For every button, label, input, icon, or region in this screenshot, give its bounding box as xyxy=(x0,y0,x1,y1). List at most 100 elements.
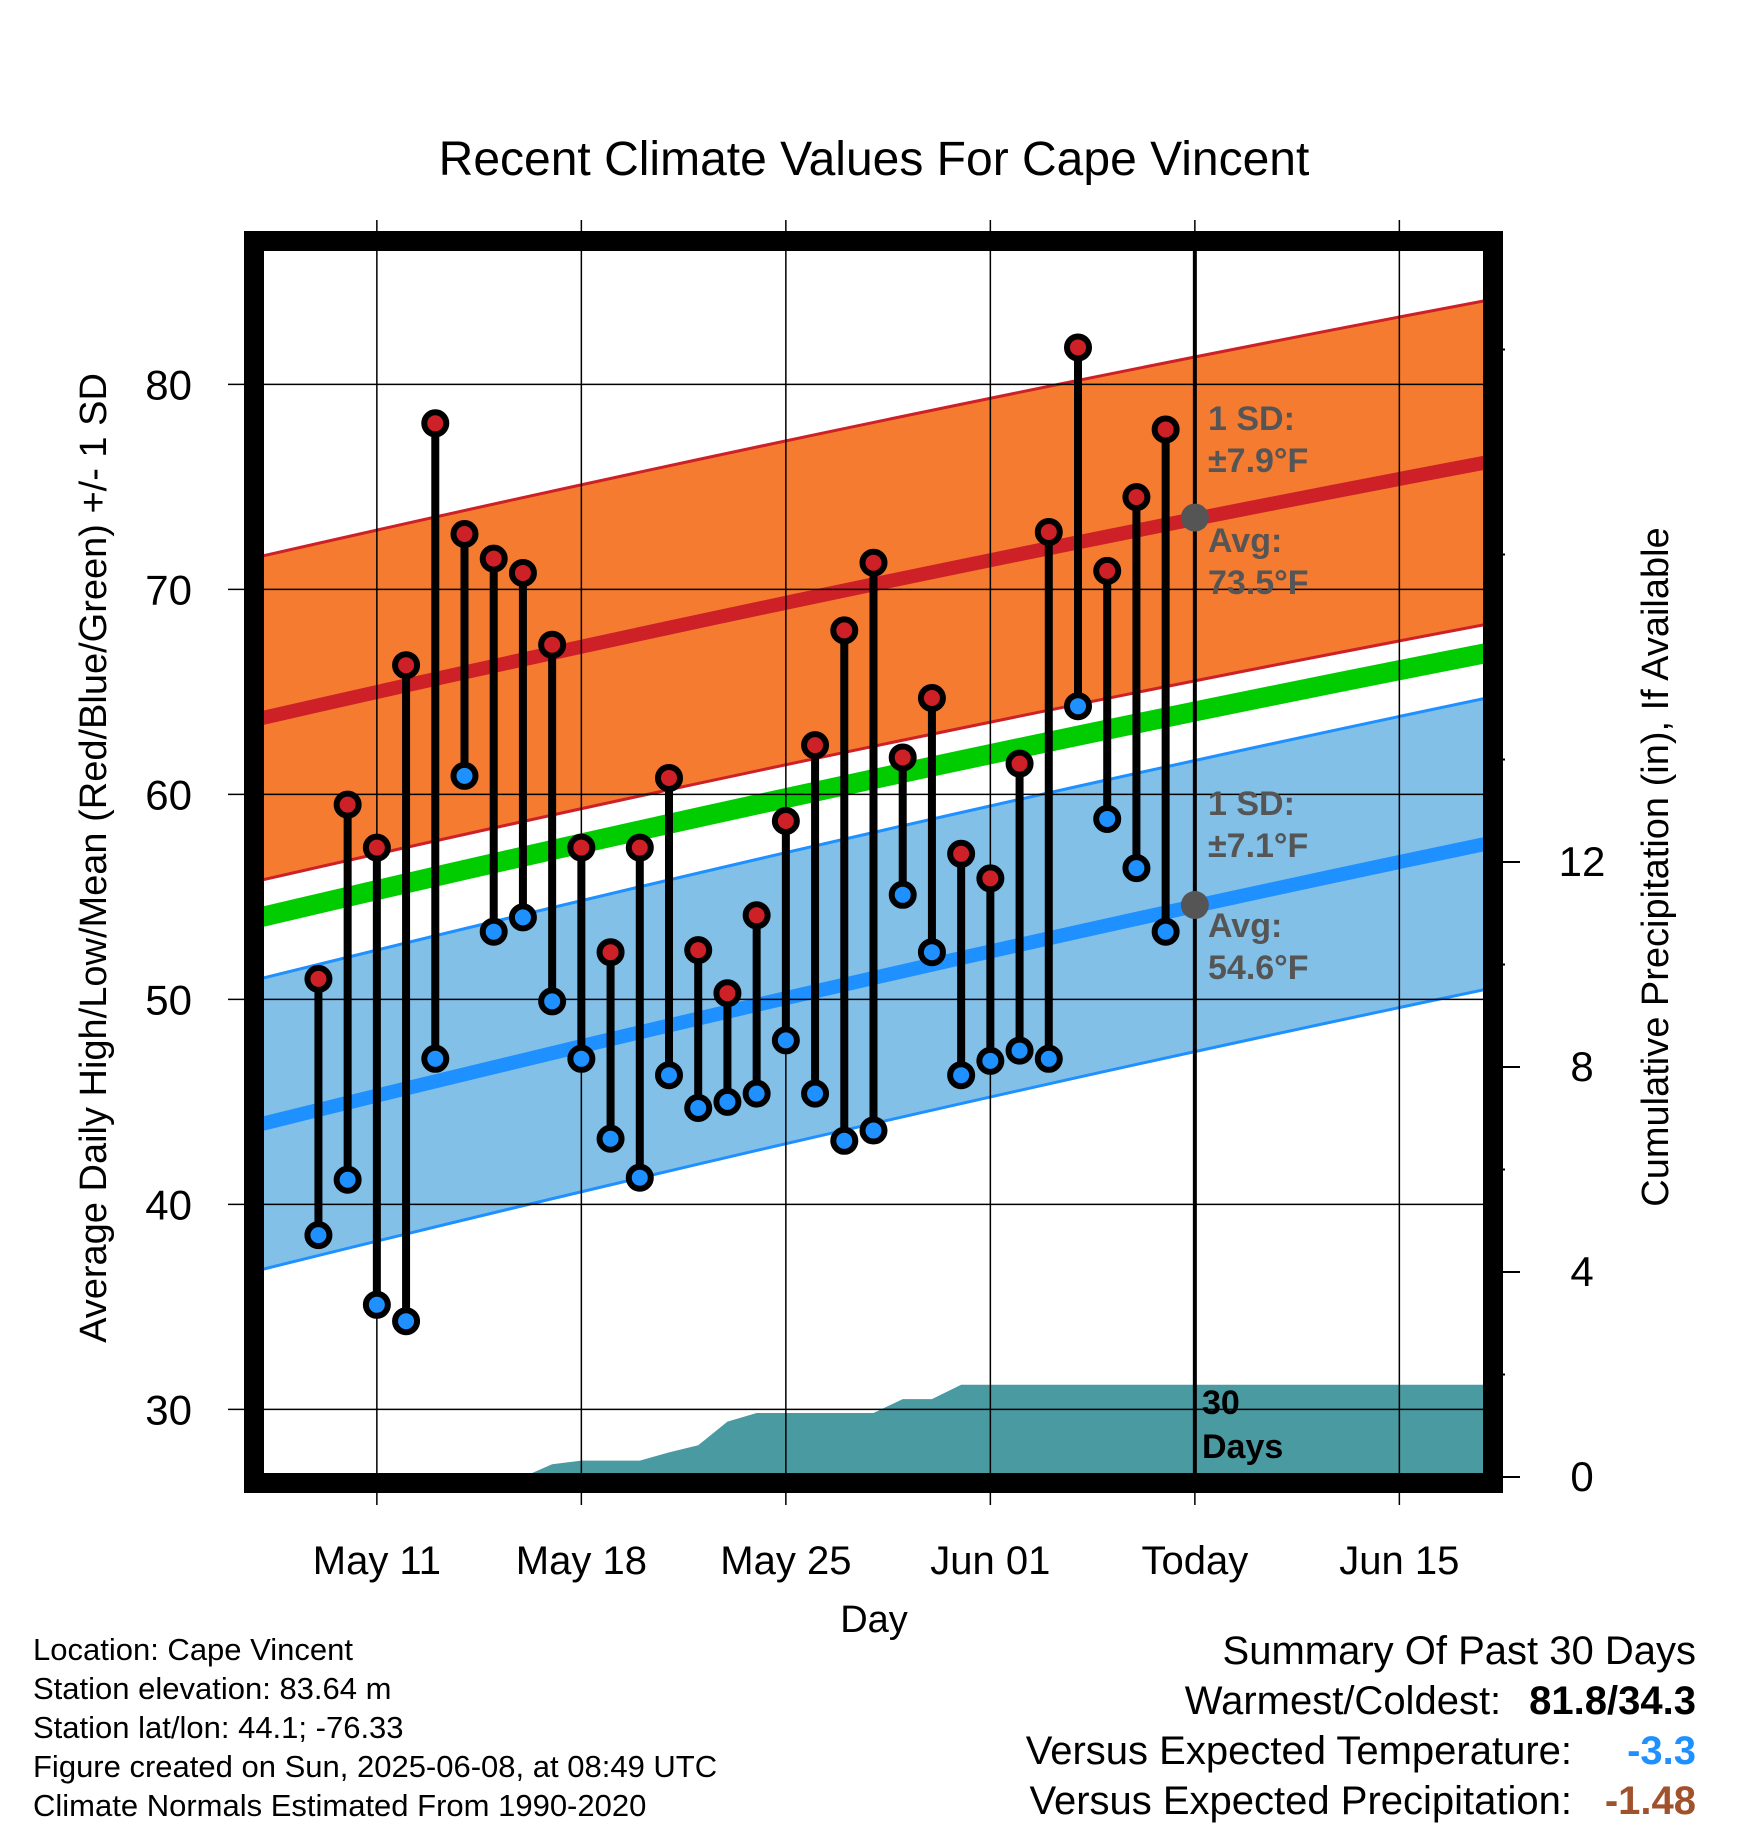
low-avg-label: Avg: xyxy=(1208,907,1282,945)
today-avg-low-marker xyxy=(1180,891,1209,920)
daily-high-point xyxy=(888,743,917,772)
elevation-text: Station elevation: 83.64 m xyxy=(33,1671,392,1706)
daily-high-point xyxy=(655,763,683,792)
summary-title: Summary Of Past 30 Days xyxy=(1222,1629,1696,1673)
normals-text: Climate Normals Estimated From 1990-2020 xyxy=(33,1788,647,1823)
daily-low-point xyxy=(479,917,508,946)
daily-high-point xyxy=(304,964,333,993)
high-avg-label: Avg: xyxy=(1208,522,1282,560)
daily-high-point xyxy=(1122,483,1151,512)
high-sd-label: 1 SD: xyxy=(1208,400,1295,438)
y-axis-label: Average Daily High/Low/Mean (Red/Blue/Gr… xyxy=(73,373,115,1343)
x-tick-label: May 11 xyxy=(313,1539,441,1583)
x-axis-label: Day xyxy=(840,1599,908,1641)
y2-axis-label: Cumulative Precipitation (in), If Availa… xyxy=(1635,527,1677,1206)
daily-low-point xyxy=(567,1044,596,1073)
y-tick-label: 80 xyxy=(145,361,192,408)
daily-low-point xyxy=(859,1116,888,1145)
daily-high-point xyxy=(976,864,1005,893)
daily-low-point xyxy=(508,903,537,932)
daily-high-point xyxy=(713,979,742,1008)
warm-cold-value: 81.8/34.3 xyxy=(1529,1679,1696,1723)
daily-low-point xyxy=(450,761,479,790)
daily-high-point xyxy=(596,938,625,967)
temp-label: Versus Expected Temperature: xyxy=(1025,1729,1572,1773)
daily-high-point xyxy=(1064,333,1092,362)
y-tick-label: 30 xyxy=(145,1386,192,1433)
summary-warm-cold: Warmest/Coldest: 81.8/34.3 xyxy=(1026,1676,1696,1726)
y2-tick-label: 0 xyxy=(1570,1453,1593,1500)
daily-low-point xyxy=(888,880,917,909)
low-avg-value: 54.6°F xyxy=(1208,949,1309,987)
x-tick-label: Jun 01 xyxy=(930,1539,1050,1583)
daily-high-point xyxy=(538,630,567,659)
daily-high-point xyxy=(947,839,976,868)
days-count-label: 30 xyxy=(1202,1384,1240,1422)
daily-high-point xyxy=(567,833,596,862)
daily-high-point xyxy=(625,833,654,862)
x-tick-label: May 25 xyxy=(720,1539,851,1583)
y-tick-label: 50 xyxy=(145,976,192,1023)
y-tick-label: 60 xyxy=(145,771,192,818)
summary-precip: Versus Expected Precipitation: -1.48 xyxy=(1026,1776,1696,1826)
daily-low-point xyxy=(684,1094,713,1122)
daily-high-point xyxy=(1151,415,1180,444)
x-tick-label: May 18 xyxy=(516,1539,647,1583)
daily-high-point xyxy=(801,731,830,760)
daily-low-point xyxy=(713,1087,742,1116)
x-tick-label: Today xyxy=(1141,1539,1248,1583)
daily-low-point xyxy=(1005,1036,1034,1065)
warm-cold-label: Warmest/Coldest: xyxy=(1184,1679,1502,1723)
station-info: Location: Cape Vincent Station elevation… xyxy=(33,1630,717,1825)
daily-low-point xyxy=(333,1165,362,1194)
daily-low-point xyxy=(538,987,567,1016)
daily-low-point xyxy=(742,1079,771,1108)
daily-low-point xyxy=(1064,692,1092,721)
daily-high-point xyxy=(333,790,362,819)
daily-low-point xyxy=(362,1290,391,1319)
summary-panel: Summary Of Past 30 Days Warmest/Coldest:… xyxy=(1026,1626,1696,1826)
daily-low-point xyxy=(596,1124,625,1153)
daily-low-point xyxy=(1034,1044,1063,1073)
daily-low-point xyxy=(1151,917,1180,946)
y-tick-label: 40 xyxy=(145,1181,192,1228)
daily-high-point xyxy=(830,616,859,645)
daily-high-point xyxy=(421,409,450,438)
daily-high-point xyxy=(742,901,771,930)
daily-low-point xyxy=(976,1046,1005,1075)
low-sd-value: ±7.1°F xyxy=(1208,827,1308,865)
daily-high-point xyxy=(1034,517,1063,546)
daily-low-point xyxy=(304,1221,333,1250)
days-unit-label: Days xyxy=(1202,1428,1283,1466)
daily-low-point xyxy=(801,1079,830,1108)
daily-high-point xyxy=(508,558,537,587)
precip-value: -1.48 xyxy=(1604,1779,1696,1823)
daily-high-point xyxy=(684,936,713,965)
y2-tick-label: 12 xyxy=(1559,838,1606,885)
daily-low-point xyxy=(771,1026,800,1055)
high-avg-value: 73.5°F xyxy=(1208,564,1309,602)
daily-high-point xyxy=(362,833,391,862)
daily-high-point xyxy=(392,651,421,680)
daily-high-point xyxy=(479,544,508,573)
daily-high-point xyxy=(450,520,479,548)
daily-high-point xyxy=(771,807,800,835)
daily-high-point xyxy=(1005,749,1034,778)
y2-tick-label: 8 xyxy=(1570,1043,1593,1090)
location-text: Location: Cape Vincent xyxy=(33,1632,353,1667)
daily-low-point xyxy=(625,1163,654,1192)
daily-low-point xyxy=(655,1061,683,1090)
daily-low-point xyxy=(947,1061,976,1090)
high-sd-value: ±7.9°F xyxy=(1208,442,1308,480)
daily-high-point xyxy=(859,548,888,577)
today-avg-high-marker xyxy=(1180,503,1209,532)
low-sd-label: 1 SD: xyxy=(1208,785,1295,823)
daily-high-point xyxy=(1093,556,1122,585)
daily-low-point xyxy=(1122,854,1151,883)
daily-low-point xyxy=(392,1307,421,1336)
daily-high-point xyxy=(917,684,946,712)
daily-low-point xyxy=(830,1126,859,1155)
x-tick-label: Jun 15 xyxy=(1339,1539,1459,1583)
y2-tick-label: 4 xyxy=(1570,1248,1593,1295)
